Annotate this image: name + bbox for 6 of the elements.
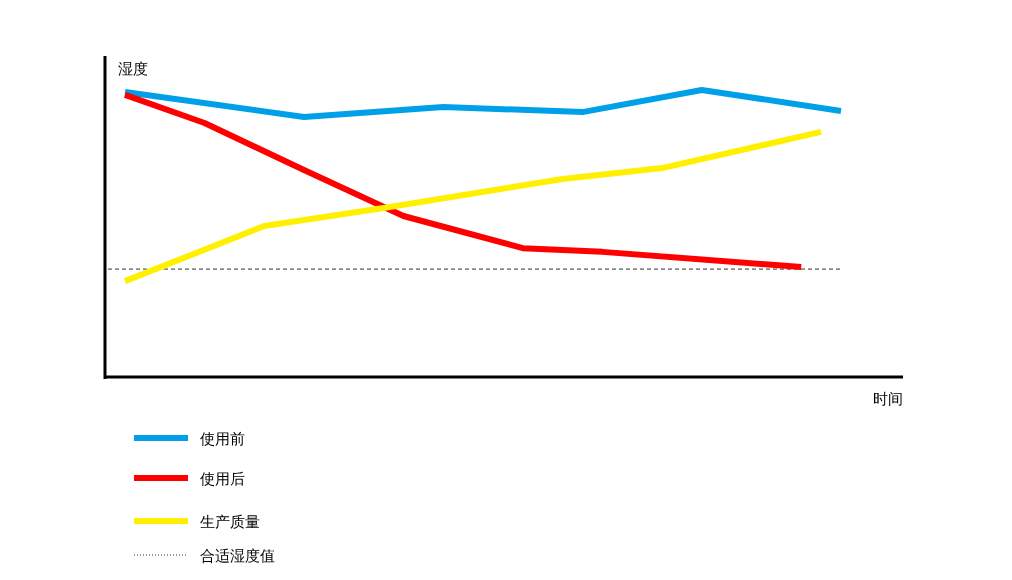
legend-label: 合适湿度值 — [200, 547, 275, 565]
legend-label: 使用后 — [200, 470, 245, 488]
x-axis-title: 时间 — [873, 390, 903, 408]
legend-label: 生产质量 — [200, 513, 260, 531]
y-axis-title: 湿度 — [118, 60, 148, 78]
legend-label: 使用前 — [200, 430, 245, 448]
